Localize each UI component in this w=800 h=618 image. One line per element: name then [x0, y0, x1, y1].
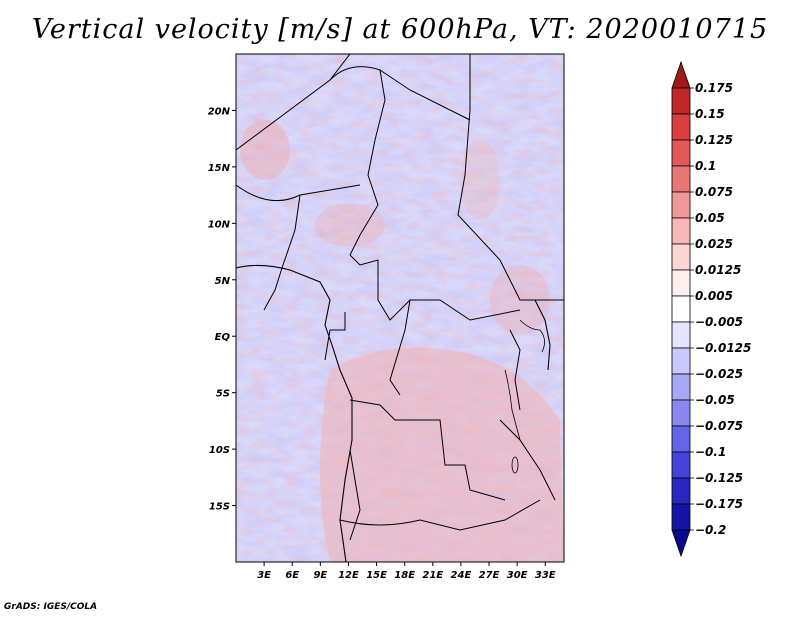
field-layer [236, 54, 564, 562]
y-tick-label: 15S [209, 502, 230, 513]
colorbar-label: 0.175 [695, 81, 733, 95]
colorbar-label: −0.05 [695, 393, 735, 407]
colorbar-segment [671, 451, 691, 479]
y-tick-label: 10N [208, 219, 231, 230]
y-tick-label: 5S [216, 389, 230, 400]
colorbar-label: −0.0125 [695, 341, 751, 355]
colorbar-segment [671, 347, 691, 375]
x-tick-label: 12E [338, 570, 359, 581]
colorbar-label: −0.075 [695, 419, 743, 433]
y-tick-label: EQ [215, 332, 231, 343]
colorbar-segment [671, 139, 691, 167]
x-tick-label: 3E [257, 570, 271, 581]
country-borders [236, 54, 564, 541]
colorbar-label: 0.1 [695, 159, 716, 173]
colorbar-segment [671, 295, 691, 323]
colorbar-label: 0.125 [695, 133, 733, 147]
colorbar-label: 0.15 [695, 107, 725, 121]
colorbar-segment [671, 425, 691, 453]
colorbar-segment [671, 243, 691, 271]
colorbar-label: −0.025 [695, 367, 743, 381]
colorbar-label: −0.2 [695, 523, 726, 537]
grads-credit: GrADS: IGES/COLA [4, 602, 98, 612]
colorbar-segment [671, 477, 691, 505]
colorbar-segment [671, 503, 691, 531]
coastline [236, 264, 551, 562]
colorbar-label: −0.175 [695, 497, 743, 511]
x-tick-label: 9E [313, 570, 327, 581]
x-tick-label: 27E [479, 570, 500, 581]
colorbar-label: 0.0125 [695, 263, 741, 277]
colorbar-label: 0.075 [695, 185, 733, 199]
colorbar-segment [671, 87, 691, 115]
x-tick-label: 30E [507, 570, 528, 581]
x-tick-label: 18E [394, 570, 415, 581]
colorbar-label: −0.005 [695, 315, 743, 329]
x-tick-label: 15E [366, 570, 387, 581]
y-tick-label: 20N [208, 106, 231, 117]
x-tick-label: 6E [285, 570, 299, 581]
y-tick-label: 15N [208, 163, 231, 174]
colorbar-label: 0.005 [695, 289, 733, 303]
lakes [504, 319, 545, 474]
colorbar-segment [671, 529, 691, 558]
colorbar-segment [671, 191, 691, 219]
colorbar-label: 0.05 [695, 211, 725, 225]
colorbar-segment [671, 165, 691, 193]
colorbar-segment [671, 269, 691, 297]
colorbar-label: −0.1 [695, 445, 726, 459]
colorbar-segment [671, 60, 691, 89]
map-frame [235, 53, 565, 563]
y-axis-ticks: 20N 15N 10N 5N EQ 5S 10S 15S [208, 106, 236, 513]
y-tick-label: 5N [215, 276, 231, 287]
colorbar-segment [671, 399, 691, 427]
field-texture-red [236, 54, 564, 562]
colorbar-segment [671, 373, 691, 401]
colorbar-label: 0.025 [695, 237, 733, 251]
x-tick-label: 24E [451, 570, 472, 581]
colorbar-label: −0.125 [695, 471, 743, 485]
colorbar-segment [671, 217, 691, 245]
y-tick-label: 10S [209, 445, 230, 456]
x-tick-label: 33E [535, 570, 556, 581]
colorbar-segment [671, 113, 691, 141]
colorbar-segment [671, 321, 691, 349]
x-tick-label: 21E [422, 570, 443, 581]
chart-title: Vertical velocity [m/s] at 600hPa, VT: 2… [31, 14, 769, 45]
colorbar: 0.175 0.15 0.125 0.1 0.075 0.05 0.025 0.… [671, 60, 751, 558]
x-axis-ticks: 3E 6E 9E 12E 15E 18E 21E 24E 27E 30E 33E [257, 562, 556, 581]
